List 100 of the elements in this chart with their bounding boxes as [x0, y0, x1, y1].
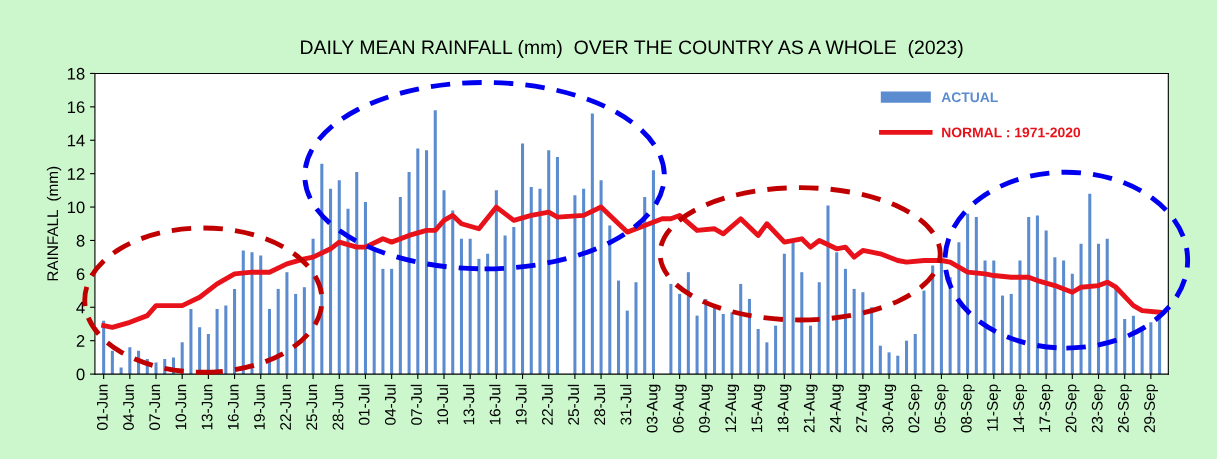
x-tick-label: 31-Jul [620, 384, 632, 425]
bar [1000, 295, 1005, 375]
bar [276, 288, 280, 375]
bar [259, 255, 263, 375]
bar [285, 272, 289, 375]
bar [721, 313, 725, 375]
bar [774, 325, 778, 375]
bar [669, 283, 673, 375]
bar [477, 258, 481, 375]
bar [817, 282, 821, 375]
bar [407, 171, 411, 375]
x-tick-label: 07-Jul [410, 384, 422, 425]
bar [503, 235, 507, 375]
bar [896, 355, 900, 375]
bar [800, 272, 804, 375]
x-tick-label: 05-Sep [934, 384, 949, 433]
bar [791, 242, 795, 375]
bar [547, 150, 551, 375]
bar [966, 213, 970, 375]
bar [154, 362, 158, 375]
y-tick-label: 6 [76, 268, 85, 281]
y-tick-label: 2 [76, 335, 85, 347]
x-tick-label: 18-Aug [777, 384, 792, 432]
bar [241, 250, 245, 375]
bar [381, 268, 385, 375]
bar [887, 352, 891, 375]
bar [1035, 215, 1039, 375]
bar [1088, 193, 1092, 375]
bar [468, 238, 472, 375]
bar [835, 252, 839, 375]
bar [852, 288, 856, 375]
bar [398, 197, 402, 375]
bar [390, 268, 394, 375]
legend-label: ACTUAL [941, 92, 998, 103]
bar [590, 113, 594, 375]
y-tick-label: 10 [67, 201, 85, 214]
bar [337, 180, 341, 375]
x-tick-label: 19-Jun [254, 384, 265, 430]
legend-label: NORMAL : 1971-2020 [942, 127, 1081, 138]
x-tick-label: 11-Sep [987, 384, 1001, 431]
x-tick-label: 28-Jul [593, 384, 606, 425]
bar [730, 312, 734, 375]
bar [355, 171, 359, 375]
x-tick-label: 13-Jun [201, 384, 213, 430]
x-tick-label: 26-Sep [1117, 384, 1132, 433]
bar [329, 188, 333, 375]
y-tick-label: 8 [76, 234, 85, 247]
bar [1079, 243, 1083, 375]
line-series [101, 204, 1163, 330]
bar [913, 334, 917, 375]
bar [643, 197, 647, 375]
y-tick-label: 18 [67, 67, 85, 80]
bar [233, 288, 237, 375]
bar [1044, 230, 1048, 375]
x-tick-label: 04-Jul [384, 384, 396, 425]
x-tick-label: 14-Sep [1013, 384, 1028, 432]
bar [625, 310, 629, 375]
x-tick-label: 24-Aug [829, 384, 844, 433]
x-tick-label: 07-Jun [149, 384, 161, 430]
bar [826, 205, 830, 375]
bar [939, 260, 943, 375]
bar [416, 148, 420, 375]
bar [582, 188, 586, 375]
y-tick-label: 0 [76, 368, 85, 381]
bar [425, 150, 429, 375]
x-tick-label: 28-Jun [332, 384, 344, 430]
bar [974, 217, 978, 375]
bar [372, 250, 376, 375]
x-tick-label: 22-Jun [280, 384, 292, 430]
bar [686, 272, 690, 375]
bar [346, 208, 350, 375]
bar [451, 210, 455, 375]
x-tick-label: 16-Jun [227, 384, 239, 430]
y-tick-label: 12 [67, 168, 85, 180]
bar [1027, 217, 1031, 375]
bar [713, 305, 717, 375]
x-tick-label: 16-Jul [489, 384, 501, 425]
bar [529, 187, 533, 375]
bar [573, 195, 577, 375]
y-tick-label: 4 [76, 301, 85, 314]
x-tick-label: 15-Aug [751, 384, 766, 432]
bar [538, 188, 542, 375]
x-tick-label: 17-Sep [1039, 384, 1054, 432]
bar [617, 280, 621, 375]
bar [110, 350, 114, 375]
x-tick-label: 09-Aug [699, 384, 713, 433]
bar [311, 238, 315, 375]
y-axis-title: RAINFALL (mm) [46, 166, 62, 281]
bar [843, 268, 847, 375]
bar [756, 328, 760, 375]
bar [128, 347, 132, 375]
x-tick-label: 29-Sep [1144, 384, 1158, 433]
y-tick-label: 14 [67, 134, 85, 147]
bar [904, 340, 909, 375]
bar [782, 253, 786, 375]
chart-title: DAILY MEAN RAINFALL (mm) OVER THE COUNTRY AS A WHOLE (2023) [301, 39, 963, 59]
bar [608, 225, 612, 375]
y-tick-label: 16 [67, 101, 85, 114]
bar [1062, 260, 1066, 375]
bar [1149, 322, 1153, 375]
